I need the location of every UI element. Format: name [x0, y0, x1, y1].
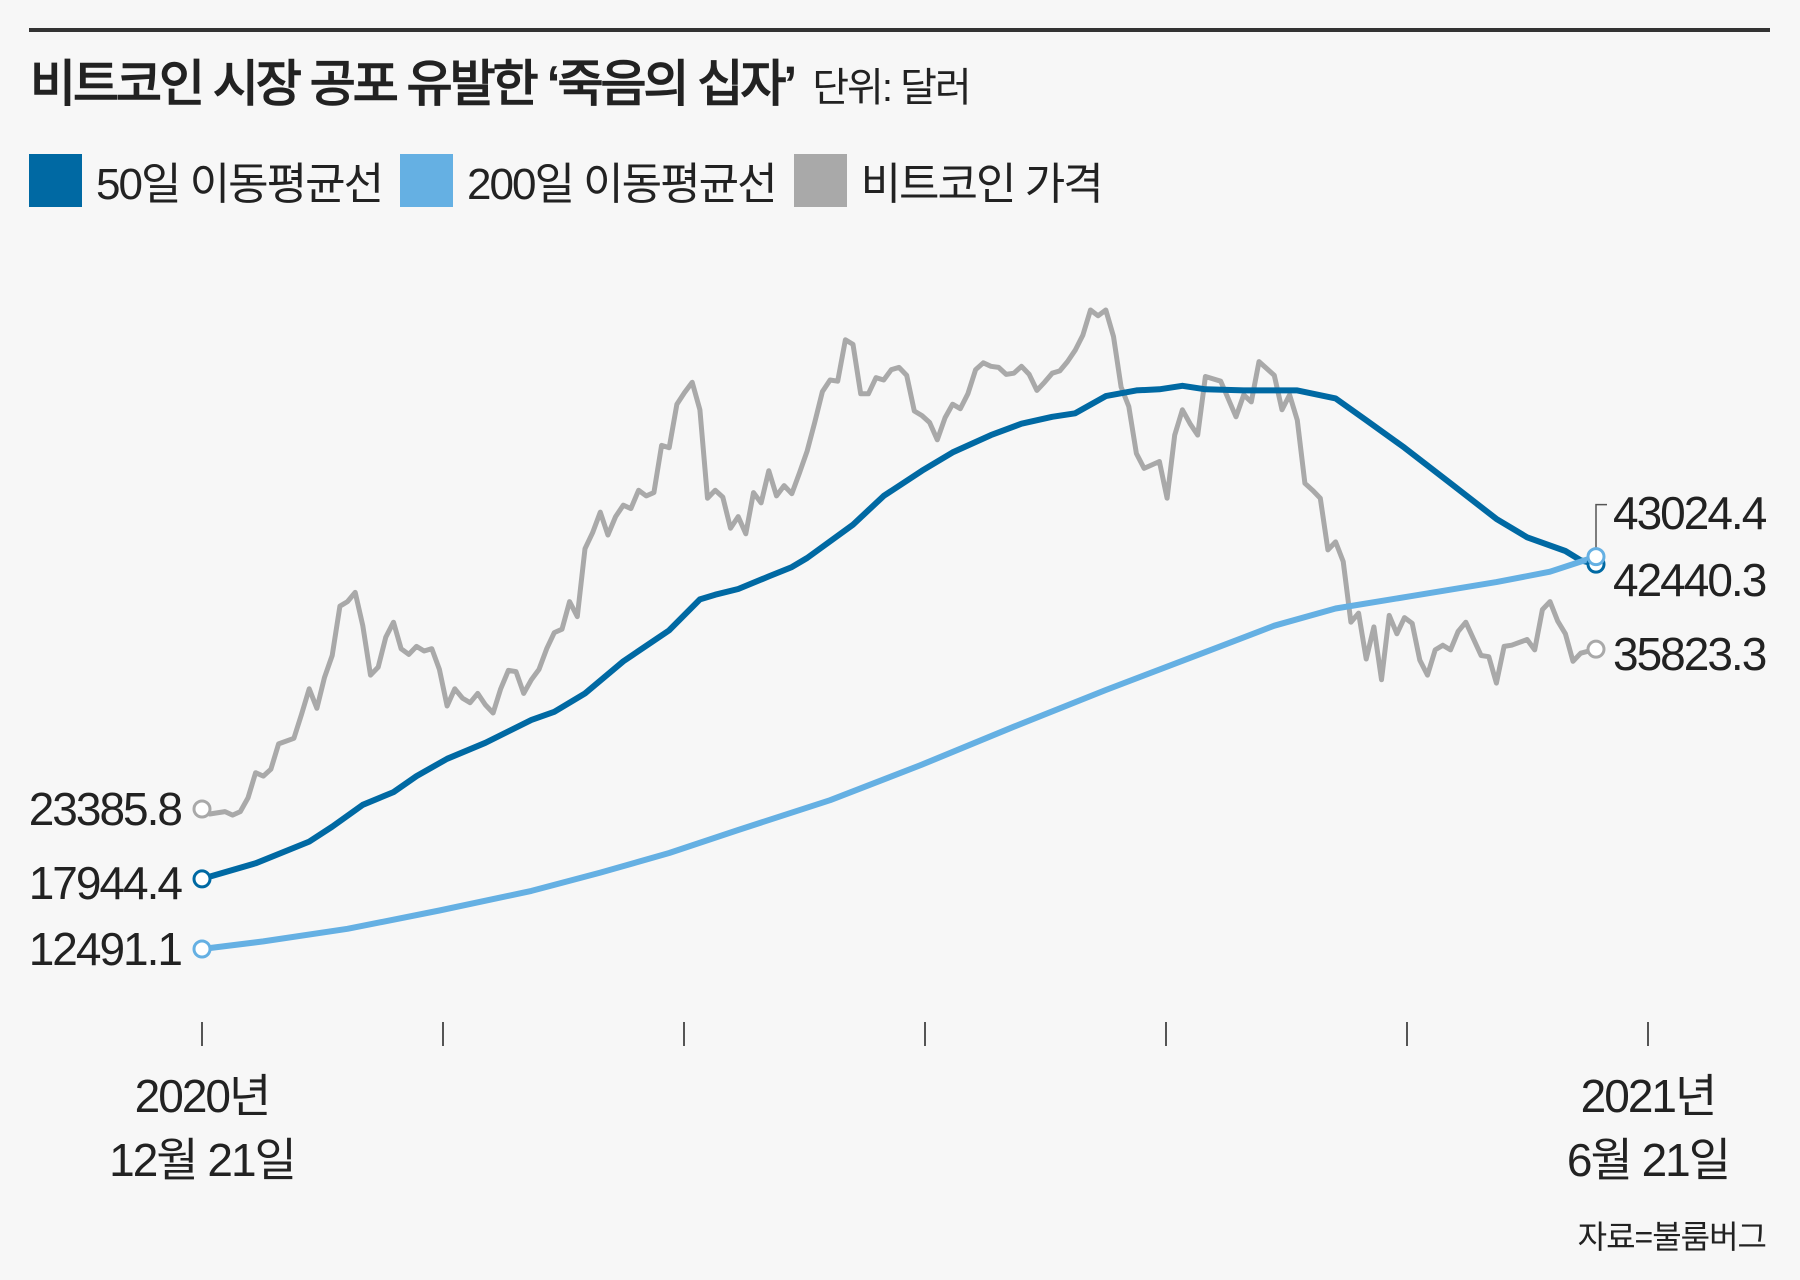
legend-item-price: 비트코인 가격 [793, 148, 1104, 212]
end-value-label: 43024.4 [1613, 487, 1767, 539]
legend: 50일 이동평균선 200일 이동평균선 비트코인 가격 [29, 148, 1120, 212]
header: 비트코인 시장 공포 유발한 ‘죽음의 십자’ 단위: 달러 [30, 44, 972, 116]
price-end-marker [1586, 639, 1606, 659]
legend-label: 200일 이동평균선 [467, 160, 778, 209]
ma200-start-marker [192, 939, 212, 959]
label-leader-line [1595, 503, 1607, 549]
price-line [199, 307, 1599, 818]
end-value-label: 35823.3 [1613, 628, 1766, 680]
start-value-label: 12491.1 [29, 923, 182, 975]
x-label-start-year: 2020년 [134, 1070, 272, 1122]
ma50-start-marker [192, 869, 212, 889]
ma200-end-marker [1586, 547, 1606, 567]
start-value-label: 17944.4 [29, 857, 183, 909]
legend-swatch-ma200 [400, 153, 454, 207]
ma200-line [199, 553, 1599, 952]
x-label-start: 2020년 12월 21일 [52, 1064, 352, 1192]
x-label-end: 2021년 6월 21일 [1498, 1064, 1798, 1192]
legend-item-ma50: 50일 이동평균선 [29, 148, 384, 212]
legend-label: 50일 이동평균선 [96, 160, 384, 209]
x-label-end-date: 6월 21일 [1566, 1134, 1731, 1186]
unit-label: 단위: 달러 [812, 66, 971, 110]
top-rule [29, 28, 1770, 32]
legend-label: 비트코인 가격 [860, 160, 1104, 209]
source-note: 자료=불룸버그 [1577, 1219, 1767, 1255]
end-value-label: 42440.3 [1613, 554, 1766, 606]
ma50-line [199, 382, 1599, 882]
legend-item-ma200: 200일 이동평균선 [400, 148, 778, 212]
x-label-end-year: 2021년 [1580, 1070, 1718, 1122]
x-label-start-date: 12월 21일 [109, 1134, 297, 1186]
price-start-marker [192, 799, 212, 819]
chart-title: 비트코인 시장 공포 유발한 ‘죽음의 십자’ [30, 56, 797, 112]
legend-swatch-price [793, 153, 847, 207]
legend-swatch-ma50 [29, 153, 82, 207]
start-value-label: 23385.8 [29, 783, 182, 835]
